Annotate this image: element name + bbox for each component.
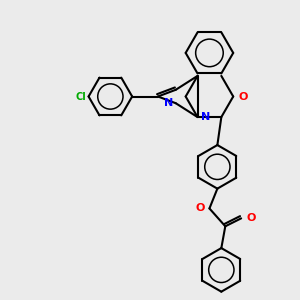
Text: O: O: [195, 203, 205, 214]
Text: O: O: [238, 92, 248, 101]
Text: N: N: [200, 112, 210, 122]
Text: Cl: Cl: [76, 92, 87, 101]
Text: N: N: [164, 98, 173, 108]
Text: O: O: [246, 213, 256, 224]
